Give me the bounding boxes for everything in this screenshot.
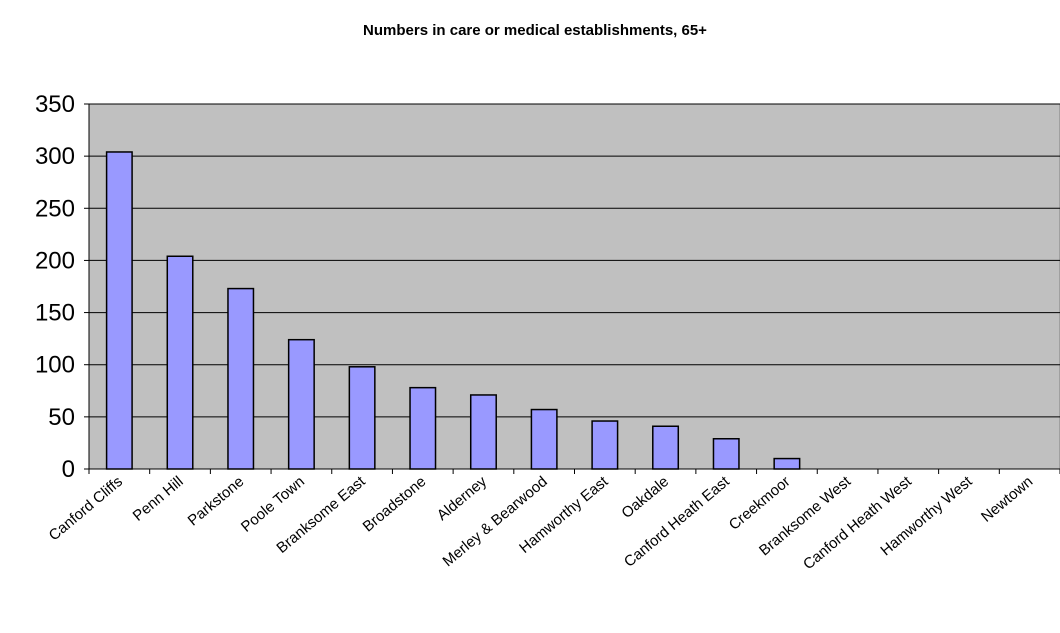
y-axis: 0 50 100 150 200 250 300 350 <box>35 91 90 483</box>
x-tick-label: Broadstone <box>360 473 430 535</box>
x-tick-label: Penn Hill <box>130 473 187 525</box>
y-tick-label: 200 <box>35 247 75 274</box>
x-tick-label: Parkstone <box>185 473 248 529</box>
bar-canford-heath-east <box>712 438 740 470</box>
y-tick-label: 50 <box>48 404 75 431</box>
bar-canford-cliffs <box>105 151 133 470</box>
bars <box>105 151 801 470</box>
bar-branksome-east <box>348 366 376 470</box>
bar-broadstone <box>409 386 437 470</box>
y-tick-label: 350 <box>35 91 75 118</box>
x-tick-label: Canford Cliffs <box>46 473 126 544</box>
y-tick-label: 150 <box>35 300 75 327</box>
bar-penn-hill <box>166 255 194 470</box>
y-tick-label: 0 <box>62 456 75 483</box>
chart-title: Numbers in care or medical establishment… <box>363 22 707 39</box>
bar-poole-town <box>287 338 315 470</box>
x-tick-label: Merley & Bearwood <box>440 473 551 570</box>
y-tick-label: 100 <box>35 352 75 379</box>
x-tick-label: Canford Heath West <box>800 473 915 574</box>
x-tick-label: Newtown <box>978 473 1036 526</box>
x-tick-label: Oakdale <box>618 473 672 522</box>
bar-oakdale <box>652 425 680 470</box>
bar-merley-bearwood <box>530 408 558 470</box>
y-tick-label: 300 <box>35 143 75 170</box>
bar-alderney <box>469 394 497 470</box>
bar-hamworthy-east <box>591 420 619 470</box>
y-tick-label: 250 <box>35 195 75 222</box>
bar-creekmoor <box>773 457 801 470</box>
bar-parkstone <box>227 287 255 470</box>
x-tick-label: Canford Heath East <box>621 473 733 571</box>
x-tick-label: Alderney <box>434 473 491 524</box>
